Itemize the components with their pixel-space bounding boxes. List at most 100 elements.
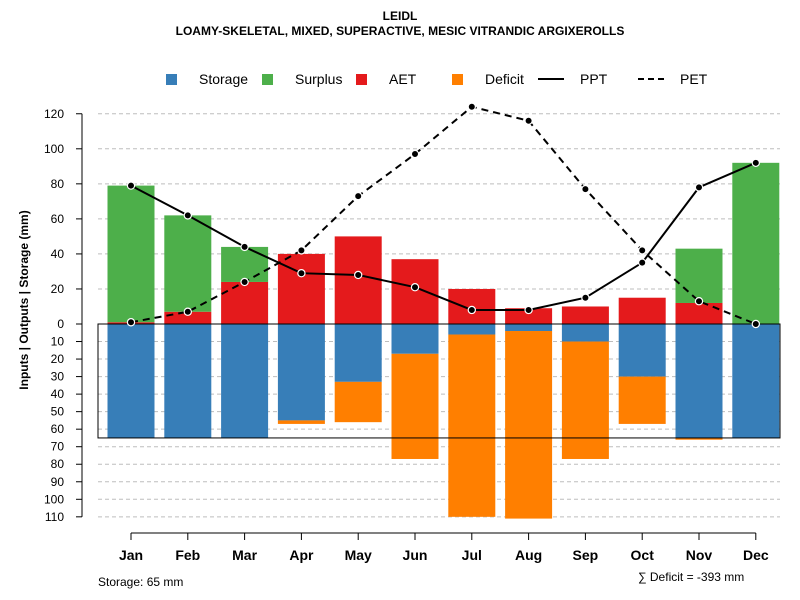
legend-ppt: PPT [538, 70, 607, 88]
storage-bar [561, 324, 609, 342]
deficit-bar [277, 420, 325, 424]
pet-point [467, 102, 476, 111]
pet-point [694, 297, 704, 306]
y-tick-label: 50 [51, 405, 65, 419]
storage-note: Storage: 65 mm [98, 575, 184, 589]
ppt-point [467, 305, 476, 315]
pet-point [524, 116, 533, 125]
aet-bar [675, 302, 723, 324]
aet-bar [164, 311, 212, 324]
y-axis-label: Inputs | Outputs | Storage (mm) [17, 210, 31, 389]
storage-bar [334, 324, 382, 382]
ppt-point [581, 293, 590, 302]
x-tick-label-oct: Oct [631, 547, 655, 563]
y-tick-label: 70 [51, 440, 65, 454]
x-tick-label-nov: Nov [686, 547, 713, 563]
ppt-point [183, 211, 192, 220]
x-tick-label-apr: Apr [289, 547, 314, 563]
aet-bar [221, 281, 269, 324]
legend-pet-swatch [638, 78, 664, 80]
legend-deficit: Deficit [452, 70, 524, 88]
legend-storage-swatch [166, 73, 177, 85]
ppt-point [638, 258, 647, 267]
pet-point [126, 318, 136, 327]
legend-surplus-label: Surplus [295, 71, 343, 87]
deficit-bar [334, 381, 382, 423]
deficit-bar [448, 334, 496, 517]
storage-bar [221, 324, 269, 438]
x-tick-label-may: May [345, 547, 372, 563]
surplus-bar [675, 248, 723, 303]
y-tick-label: 120 [44, 107, 64, 121]
ppt-line [130, 161, 757, 311]
ppt-point [354, 270, 363, 280]
storage-bar [107, 324, 155, 438]
x-tick-label-jan: Jan [119, 547, 143, 563]
aet-bar [561, 306, 609, 324]
y-tick-label: 30 [51, 370, 65, 384]
legend-surplus: Surplus [262, 70, 342, 88]
x-tick-label-feb: Feb [175, 547, 200, 563]
legend-aet-label: AET [389, 71, 417, 87]
legend-ppt-label: PPT [580, 71, 608, 87]
y-tick-label: 40 [51, 387, 65, 401]
storage-bar [618, 324, 666, 377]
pet-point [638, 246, 647, 255]
aet-bar [334, 236, 382, 324]
legend-surplus-swatch [262, 73, 273, 85]
deficit-bar [561, 341, 609, 459]
ppt-point [751, 158, 761, 168]
y-tick-label: 20 [51, 352, 65, 366]
legend-pet-label: PET [680, 71, 708, 87]
pet-point [410, 149, 420, 159]
x-tick-label-sep: Sep [573, 547, 599, 563]
legend-storage-label: Storage [199, 71, 249, 87]
ppt-point [297, 268, 306, 278]
pet-line [130, 105, 757, 325]
deficit-bar [505, 331, 553, 519]
legend-deficit-label: Deficit [485, 71, 524, 87]
surplus-bar [164, 215, 212, 312]
storage-bar [277, 324, 325, 421]
ppt-point [524, 305, 533, 315]
x-tick-label-dec: Dec [743, 547, 769, 563]
y-tick-label: 110 [45, 510, 64, 524]
storage-bar [164, 324, 212, 438]
y-tick-label: 80 [51, 177, 65, 191]
aet-bar [391, 259, 439, 324]
x-tick-label-jul: Jul [462, 547, 482, 563]
chart-subtitle: LOAMY-SKELETAL, MIXED, SUPERACTIVE, MESI… [175, 24, 625, 38]
deficit-note: ∑ Deficit = -393 mm [638, 570, 745, 584]
pet-point [183, 307, 192, 316]
legend-pet: PET [638, 70, 707, 88]
ppt-point [694, 183, 704, 192]
y-tick-label: 60 [51, 212, 65, 226]
x-tick-label-jun: Jun [403, 547, 428, 563]
y-tick-label: 10 [51, 335, 65, 349]
pet-point [240, 277, 249, 287]
x-tick-label-mar: Mar [232, 547, 257, 563]
storage-bar [732, 324, 780, 438]
deficit-bar [391, 353, 439, 459]
legend-deficit-swatch [452, 73, 463, 85]
y-tick-label: 100 [44, 492, 64, 506]
x-tick-label-aug: Aug [515, 547, 542, 563]
ppt-point [126, 181, 136, 190]
legend-aet: AET [356, 70, 416, 88]
legend-aet-swatch [356, 73, 367, 85]
aet-bar [277, 253, 325, 324]
ppt-point [240, 242, 249, 252]
deficit-bar [618, 376, 666, 424]
pet-point [581, 184, 590, 194]
y-tick-label: 90 [51, 475, 65, 489]
pet-point [297, 246, 306, 255]
chart-title: LEIDL [382, 9, 418, 23]
storage-bar [391, 324, 439, 354]
y-tick-label: 0 [57, 317, 64, 331]
storage-capacity-outline [97, 323, 781, 439]
ppt-point [410, 283, 420, 292]
y-tick-label: 100 [44, 142, 64, 156]
y-tick-label: 20 [51, 282, 65, 296]
storage-bar [448, 324, 496, 335]
